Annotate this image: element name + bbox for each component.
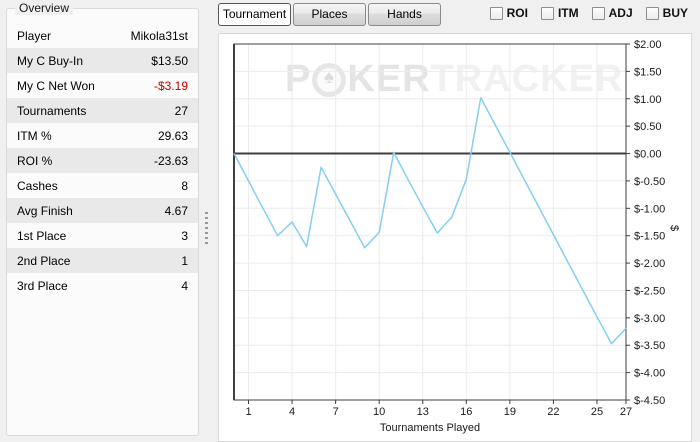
- stat-label: ITM %: [17, 128, 52, 143]
- adj-checkbox-box[interactable]: [591, 6, 605, 20]
- stat-row-3rdplace: 3rd Place 4: [7, 273, 198, 298]
- overview-panel-title: Overview: [15, 1, 74, 15]
- stat-row-tournaments: Tournaments 27: [7, 98, 198, 123]
- stat-value: 3: [181, 228, 188, 243]
- stat-value: 1: [181, 253, 188, 268]
- svg-text:$: $: [668, 225, 680, 231]
- stat-row-cashes: Cashes 8: [7, 173, 198, 198]
- stat-row-avgfinish: Avg Finish 4.67: [7, 198, 198, 223]
- svg-text:25: 25: [591, 406, 603, 418]
- stat-row-1stplace: 1st Place 3: [7, 223, 198, 248]
- svg-text:10: 10: [373, 406, 385, 418]
- overview-stats-list: Player Mikola31st My C Buy-In $13.50 My …: [7, 23, 198, 298]
- svg-text:$-3.50: $-3.50: [634, 340, 665, 352]
- stat-label: My C Buy-In: [17, 53, 84, 68]
- stat-row-buyin: My C Buy-In $13.50: [7, 48, 198, 73]
- itm-checkbox-box[interactable]: [540, 6, 554, 20]
- svg-text:$-4.50: $-4.50: [634, 395, 665, 407]
- tab-tournament[interactable]: Tournament: [218, 3, 291, 26]
- svg-text:$-2.50: $-2.50: [634, 285, 665, 297]
- stat-label: Avg Finish: [17, 203, 73, 218]
- svg-text:27: 27: [620, 406, 632, 418]
- checkbox-adj[interactable]: ADJ: [591, 6, 633, 20]
- roi-checkbox-label: ROI: [506, 6, 528, 20]
- stat-label: ROI %: [17, 153, 53, 168]
- stat-value: -23.63: [153, 153, 188, 168]
- svg-text:16: 16: [460, 406, 472, 418]
- roi-checkbox-box[interactable]: [489, 6, 503, 20]
- stat-row-player: Player Mikola31st: [7, 23, 198, 48]
- chart-tabbar: Tournament Places Hands: [218, 3, 443, 26]
- stat-label: Tournaments: [17, 103, 87, 118]
- svg-text:$2.00: $2.00: [634, 39, 662, 51]
- stat-value: 29.63: [157, 128, 188, 143]
- stat-value: 4: [181, 278, 188, 293]
- svg-text:$-4.00: $-4.00: [634, 368, 665, 380]
- svg-text:1: 1: [245, 406, 251, 418]
- stat-label: 3rd Place: [17, 278, 68, 293]
- svg-text:$1.50: $1.50: [634, 66, 662, 78]
- buy-checkbox-box[interactable]: [645, 6, 659, 20]
- stat-row-2ndplace: 2nd Place 1: [7, 248, 198, 273]
- stat-label: My C Net Won: [17, 78, 95, 93]
- svg-text:7: 7: [333, 406, 339, 418]
- stat-row-networn: My C Net Won -$3.19: [7, 73, 198, 98]
- buy-checkbox-label: BUY: [662, 6, 688, 20]
- pokertracker-watermark: P ♠ KER TRACKER: [285, 58, 624, 100]
- spade-icon: ♠: [323, 66, 335, 88]
- stat-label: 2nd Place: [17, 253, 71, 268]
- svg-text:$-1.00: $-1.00: [634, 203, 665, 215]
- svg-text:19: 19: [504, 406, 516, 418]
- stat-label: 1st Place: [17, 228, 67, 243]
- stat-value: 8: [181, 178, 188, 193]
- stat-value: Mikola31st: [130, 28, 188, 43]
- checkbox-itm[interactable]: ITM: [540, 6, 579, 20]
- svg-text:$-3.00: $-3.00: [634, 313, 665, 325]
- svg-text:$0.50: $0.50: [634, 121, 662, 133]
- svg-text:$1.00: $1.00: [634, 94, 662, 106]
- stat-value: 4.67: [164, 203, 188, 218]
- stat-value-negative: -$3.19: [153, 78, 188, 93]
- chart-options-checkbar: ROI ITM ADJ BUY: [489, 6, 688, 20]
- stat-value: $13.50: [151, 53, 188, 68]
- stat-row-itm: ITM % 29.63: [7, 123, 198, 148]
- splitter-grip-icon: [205, 212, 208, 244]
- tab-hands[interactable]: Hands: [368, 3, 441, 26]
- stat-value: 27: [174, 103, 188, 118]
- tab-places[interactable]: Places: [293, 3, 366, 26]
- results-chart-panel: P ♠ KER TRACKER $2.00 $1.50 $1.00 $0.50 $0.00 $-…: [218, 33, 692, 442]
- svg-text:13: 13: [417, 406, 429, 418]
- checkbox-roi[interactable]: ROI: [489, 6, 528, 20]
- svg-text:4: 4: [289, 406, 295, 418]
- stat-row-roi: ROI % -23.63: [7, 148, 198, 173]
- panel-splitter[interactable]: [201, 36, 213, 436]
- svg-text:$-1.50: $-1.50: [634, 231, 665, 243]
- stat-label: Cashes: [17, 178, 58, 193]
- svg-text:Tournaments Played: Tournaments Played: [380, 422, 480, 434]
- svg-text:$0.00: $0.00: [634, 149, 662, 161]
- overview-panel: Overview Player Mikola31st My C Buy-In $…: [6, 1, 199, 436]
- svg-text:22: 22: [547, 406, 559, 418]
- stat-label: Player: [17, 28, 52, 43]
- svg-text:$-0.50: $-0.50: [634, 176, 665, 188]
- adj-checkbox-label: ADJ: [608, 6, 633, 20]
- results-line-chart: $2.00 $1.50 $1.00 $0.50 $0.00 $-0.50 $-1.00 $-1…: [233, 39, 680, 434]
- itm-checkbox-label: ITM: [557, 6, 579, 20]
- svg-text:$-2.00: $-2.00: [634, 258, 665, 270]
- checkbox-buy[interactable]: BUY: [645, 6, 688, 20]
